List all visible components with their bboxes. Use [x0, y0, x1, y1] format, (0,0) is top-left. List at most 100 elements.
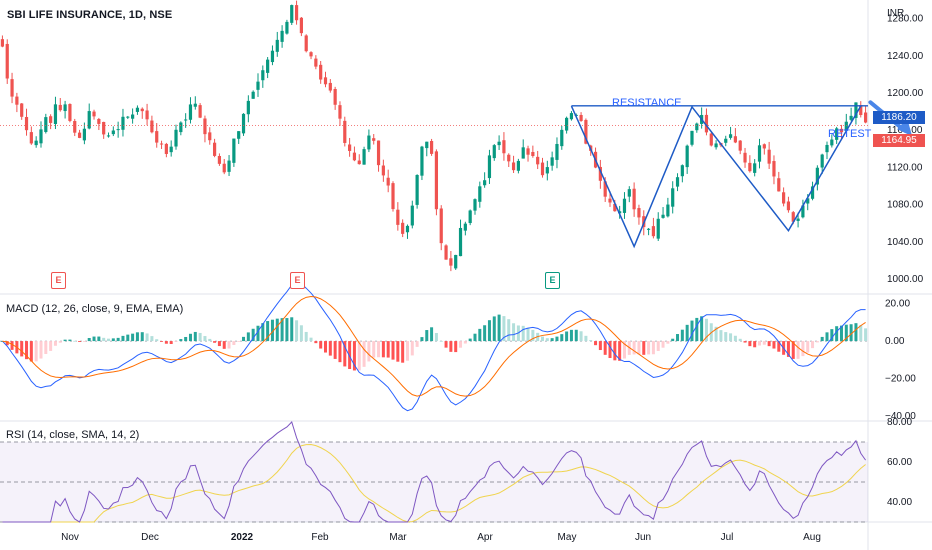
candle: [685, 145, 689, 168]
macd-histogram-bar: [34, 341, 38, 362]
macd-histogram-bar: [184, 336, 188, 342]
price-axis-tick: 1040.00: [887, 237, 924, 248]
candle: [782, 192, 786, 204]
macd-histogram-bar: [425, 330, 429, 342]
earnings-marker[interactable]: E: [545, 272, 560, 289]
macd-histogram-bar: [275, 318, 279, 342]
macd-histogram-bar: [405, 341, 409, 361]
candle: [63, 104, 67, 112]
macd-histogram-bar: [444, 341, 448, 348]
macd-histogram-bar: [844, 324, 848, 342]
candle: [256, 81, 260, 90]
candle: [695, 123, 699, 131]
candle: [111, 130, 115, 135]
macd-histogram-bar: [280, 318, 284, 342]
candle: [299, 17, 303, 34]
candle: [294, 5, 299, 21]
macd-histogram-bar: [58, 341, 62, 343]
candle: [34, 140, 38, 146]
candle: [77, 132, 82, 138]
macd-histogram-bar: [772, 341, 776, 349]
candle: [203, 118, 207, 135]
time-axis-tick: Nov: [61, 532, 79, 543]
candle: [753, 163, 757, 173]
macd-histogram-bar: [102, 337, 106, 342]
macd-axis-tick: 0.00: [885, 336, 905, 347]
macd-histogram-bar: [140, 332, 144, 342]
macd-histogram-bar: [324, 341, 327, 353]
candle: [0, 39, 5, 47]
macd-histogram-bar: [632, 341, 636, 355]
macd-histogram-bar: [213, 341, 217, 343]
candle: [646, 228, 651, 230]
candle: [487, 155, 492, 179]
candle: [116, 129, 120, 131]
macd-histogram-bar: [150, 336, 154, 342]
macd-histogram-bar: [449, 341, 453, 352]
macd-histogram-bar: [25, 341, 29, 360]
macd-histogram-bar: [160, 341, 164, 342]
candle: [290, 5, 294, 23]
candle: [810, 186, 815, 199]
candle: [661, 214, 665, 218]
macd-histogram-bar: [193, 331, 197, 342]
macd-histogram-bar: [651, 341, 655, 355]
candle: [507, 154, 511, 162]
candle: [106, 135, 111, 137]
macd-histogram-bar: [415, 341, 419, 347]
macd-histogram-bar: [748, 341, 752, 347]
candle: [68, 104, 72, 121]
candle: [444, 245, 448, 260]
macd-histogram-bar: [459, 341, 463, 348]
last-price-tag: 1164.95: [873, 134, 925, 147]
chart-title: SBI LIFE INSURANCE, 1D, NSE: [7, 9, 173, 21]
rsi-axis-tick: 40.00: [887, 497, 912, 508]
candle: [87, 111, 91, 129]
macd-histogram-bar: [29, 341, 33, 362]
candle: [854, 102, 858, 118]
macd-histogram-bar: [839, 325, 843, 342]
macd-histogram-bar: [439, 340, 443, 342]
candle: [319, 64, 323, 80]
macd-histogram-bar: [483, 325, 487, 342]
candle: [208, 132, 212, 141]
candle: [762, 144, 766, 149]
earnings-marker[interactable]: E: [51, 272, 66, 289]
candle: [145, 110, 149, 120]
candle: [174, 129, 178, 147]
macd-histogram-bar: [290, 317, 294, 342]
candle: [492, 145, 496, 159]
time-axis-tick: 2022: [231, 532, 254, 543]
candle: [270, 50, 275, 63]
rsi-axis-tick: 60.00: [887, 457, 912, 468]
retest-arrow-head: [897, 118, 913, 137]
candle: [367, 135, 371, 150]
macd-histogram-bar: [299, 325, 303, 342]
earnings-marker[interactable]: E: [290, 272, 305, 289]
candle: [806, 198, 810, 204]
candle: [632, 188, 636, 210]
candle: [169, 146, 173, 153]
macd-histogram-bar: [198, 332, 202, 342]
macd-histogram-bar: [39, 341, 43, 359]
candle: [232, 138, 236, 163]
macd-histogram-bar: [256, 325, 260, 342]
candle: [415, 175, 419, 205]
macd-histogram-bar: [777, 341, 781, 352]
candle: [150, 120, 154, 133]
macd-histogram-bar: [661, 341, 665, 348]
candle: [275, 39, 279, 52]
macd-histogram-bar: [815, 341, 819, 343]
candle: [251, 91, 255, 99]
macd-histogram-bar: [613, 341, 617, 361]
macd-pane-label: MACD (12, 26, close, 9, EMA, EMA): [6, 303, 184, 315]
candle: [15, 96, 19, 105]
candle: [738, 140, 742, 151]
macd-histogram-bar: [584, 335, 588, 342]
macd-histogram-bar: [685, 324, 689, 342]
candle: [473, 199, 477, 211]
candle: [348, 144, 352, 151]
candle: [155, 131, 159, 143]
macd-histogram-bar: [468, 338, 472, 342]
candle: [372, 138, 376, 141]
